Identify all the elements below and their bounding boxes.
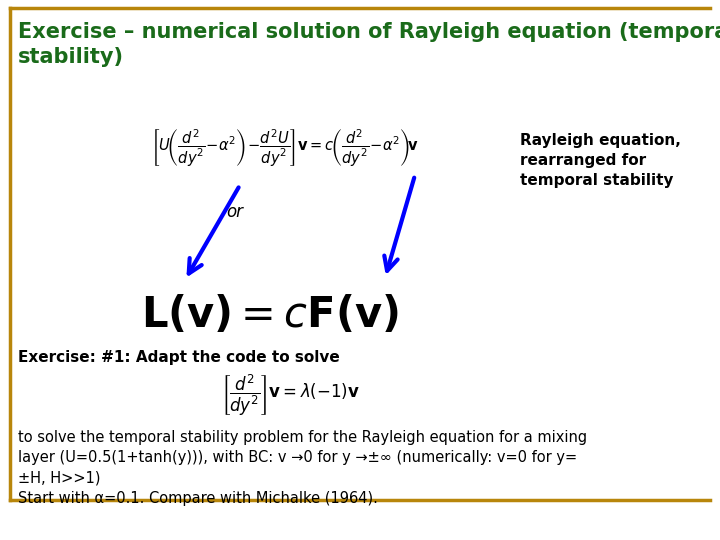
Text: $\left[\dfrac{d^2}{dy^2}\right]\mathbf{v}=\lambda(-1)\mathbf{v}$: $\left[\dfrac{d^2}{dy^2}\right]\mathbf{v…	[220, 372, 359, 418]
Text: or: or	[227, 203, 243, 221]
Text: Rayleigh equation,
rearranged for
temporal stability: Rayleigh equation, rearranged for tempor…	[520, 133, 681, 187]
Text: to solve the temporal stability problem for the Rayleigh equation for a mixing
l: to solve the temporal stability problem …	[18, 430, 587, 506]
Text: Exercise: #1: Adapt the code to solve: Exercise: #1: Adapt the code to solve	[18, 350, 340, 365]
Text: $\left[U\!\left(\dfrac{d^2}{dy^2}\!-\!\alpha^2\right)\!-\!\dfrac{d^2U}{dy^2}\rig: $\left[U\!\left(\dfrac{d^2}{dy^2}\!-\!\a…	[151, 127, 419, 168]
Text: $\mathbf{L(v)}=c\mathbf{F(v)}$: $\mathbf{L(v)}=c\mathbf{F(v)}$	[141, 294, 399, 336]
Text: Exercise – numerical solution of Rayleigh equation (temporal
stability): Exercise – numerical solution of Rayleig…	[18, 22, 720, 67]
